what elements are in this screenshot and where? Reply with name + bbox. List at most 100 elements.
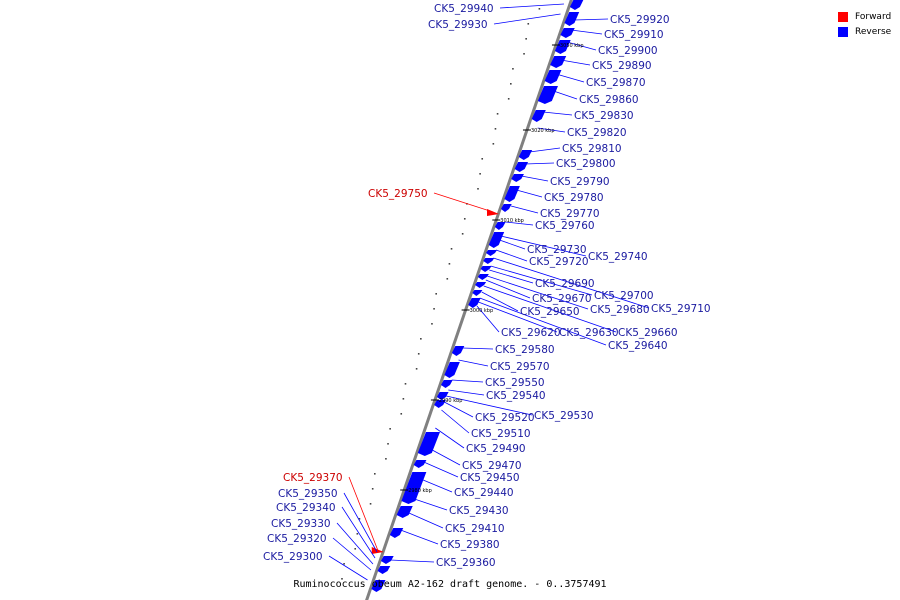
tick-dot [463,218,466,220]
tick-dot [481,158,484,160]
gene-label[interactable]: CK5_29650 [520,306,580,318]
gene-block-reverse [451,346,465,356]
gene-label[interactable]: CK5_29940 [434,3,494,15]
gene-label[interactable]: CK5_29340 [276,502,336,514]
tick-dot [420,338,422,340]
label-connector [458,359,489,367]
gene-label[interactable]: CK5_29890 [592,60,652,72]
gene-label[interactable]: CK5_29640 [608,340,668,352]
tick-dot [512,68,514,70]
kbp-tick-label: 3010 kbp [500,218,524,224]
label-connector [571,29,603,35]
gene-label[interactable]: CK5_29760 [535,220,595,232]
label-connectors [328,3,650,581]
gene-block-reverse [554,40,571,54]
gene-block-reverse [514,162,529,172]
tick-dot [402,398,405,400]
tick-dot [371,488,374,490]
gene-label[interactable]: CK5_29770 [540,208,600,220]
label-connector [510,205,539,214]
label-connector [343,492,378,553]
gene-label[interactable]: CK5_29870 [586,77,646,89]
gene-label[interactable]: CK5_29540 [486,390,546,402]
gene-label[interactable]: CK5_29360 [436,557,496,569]
label-connector [485,279,531,299]
gene-label[interactable]: CK5_29550 [485,377,545,389]
gene-label[interactable]: CK5_29790 [550,176,610,188]
label-connector [400,529,439,545]
gene-label[interactable]: CK5_29660 [618,327,678,339]
legend-forward: Forward [838,9,891,24]
gene-block-reverse [494,222,506,230]
gene-label[interactable]: CK5_29860 [579,94,639,106]
gene-label[interactable]: CK5_29510 [471,428,531,440]
gene-label[interactable]: CK5_29700 [594,290,654,302]
tick-dot [389,428,391,430]
tick-dot [523,53,525,55]
gene-label[interactable]: CK5_29580 [495,344,555,356]
gene-label[interactable]: CK5_29370 [283,472,343,484]
gene-label[interactable]: CK5_29750 [368,188,428,200]
label-connector [332,537,372,571]
tick-dot [477,188,479,190]
gene-label[interactable]: CK5_29810 [562,143,622,155]
gene-block-reverse [488,232,505,248]
gene-block-reverse [480,266,492,272]
gene-block-reverse [436,392,449,400]
gene-label[interactable]: CK5_29450 [460,472,520,484]
label-connector [418,477,453,493]
gene-label[interactable]: CK5_29910 [604,29,664,41]
label-connector [479,297,607,346]
gene-block-reverse [396,506,413,518]
label-connector [328,555,368,581]
legend-reverse-label: Reverse [855,26,892,37]
gene-label[interactable]: CK5_29670 [532,293,592,305]
gene-label[interactable]: CK5_29830 [574,110,634,122]
gene-label[interactable]: CK5_29720 [529,256,589,268]
gene-label[interactable]: CK5_29490 [466,443,526,455]
gene-label[interactable]: CK5_29900 [598,45,658,57]
gene-label[interactable]: CK5_29300 [263,551,323,563]
label-connector [537,127,566,133]
gene-label[interactable]: CK5_29520 [475,412,535,424]
gene-block-reverse [475,282,487,288]
label-connector [448,389,485,396]
gene-label[interactable]: CK5_29380 [440,539,500,551]
gene-label[interactable]: CK5_29440 [454,487,514,499]
label-connector [411,497,448,511]
gene-label[interactable]: CK5_29410 [445,523,505,535]
gene-label[interactable]: CK5_29430 [449,505,509,517]
gene-label[interactable]: CK5_29470 [462,460,522,472]
gene-label[interactable]: CK5_29350 [278,488,338,500]
legend-reverse: Reverse [838,24,891,39]
gene-label[interactable]: CK5_29680 [590,304,650,316]
gene-label[interactable]: CK5_29920 [610,14,670,26]
gene-block-reverse [413,460,427,468]
gene-label[interactable]: CK5_29620 [501,327,561,339]
tick-dot [479,173,481,175]
gene-label[interactable]: CK5_29630 [559,327,619,339]
tick-dot [538,8,541,10]
gene-block-reverse [550,56,567,68]
kbp-tick-label: 3050 kbp [560,43,584,49]
label-connector [483,285,617,333]
gene-block-reverse [518,150,533,160]
gene-label[interactable]: CK5_29710 [651,303,711,315]
gene-label[interactable]: CK5_29570 [490,361,550,373]
gene-label[interactable]: CK5_29730 [527,244,587,256]
label-connector [487,275,589,310]
label-connector [390,559,435,563]
tick-dot [450,248,453,250]
gene-label[interactable]: CK5_29690 [535,278,595,290]
gene-label[interactable]: CK5_29780 [544,192,604,204]
gene-label[interactable]: CK5_29800 [556,158,616,170]
gene-label[interactable]: CK5_29330 [271,518,331,530]
gene-label[interactable]: CK5_29930 [428,19,488,31]
label-connector [499,3,564,9]
tick-dot [431,323,433,325]
gene-label[interactable]: CK5_29740 [588,251,648,263]
gene-label[interactable]: CK5_29530 [534,410,594,422]
gene-label[interactable]: CK5_29820 [567,127,627,139]
gene-label[interactable]: CK5_29320 [267,533,327,545]
